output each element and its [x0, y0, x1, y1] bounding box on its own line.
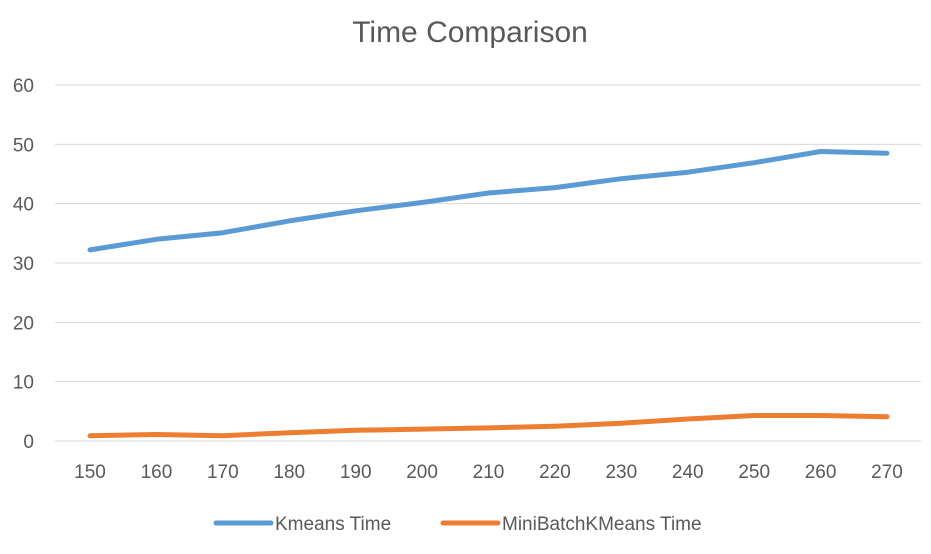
- series-lines: [87, 149, 890, 439]
- x-tick-label: 160: [141, 462, 173, 483]
- x-tick-label: 250: [738, 462, 770, 483]
- x-tick-label: 260: [805, 462, 837, 483]
- x-tick-label: 190: [340, 462, 372, 483]
- x-tick-label: 210: [473, 462, 505, 483]
- x-tick-label: 150: [74, 462, 106, 483]
- y-tick-label: 20: [13, 313, 34, 334]
- legend-label: Kmeans Time: [275, 514, 391, 535]
- y-axis-tick-labels: 0 10 20 30 40 50 60: [13, 76, 34, 453]
- x-tick-label: 230: [605, 462, 637, 483]
- legend-label: MiniBatchKMeans Time: [502, 514, 702, 535]
- gridlines: [55, 84, 921, 442]
- x-tick-label: 270: [871, 462, 903, 483]
- x-axis-tick-labels: 150 160 170 180 190 200 210 220 230 240 250 260 270: [74, 462, 903, 483]
- series-line-minibatchkmeans-time: [87, 413, 890, 439]
- x-tick-label: 220: [539, 462, 571, 483]
- x-tick-label: 170: [207, 462, 239, 483]
- legend: Kmeans Time MiniBatchKMeans Time: [213, 514, 702, 535]
- x-tick-label: 200: [406, 462, 438, 483]
- x-tick-label: 180: [273, 462, 305, 483]
- y-tick-label: 60: [13, 76, 34, 97]
- series-line-kmeans-time: [87, 149, 890, 253]
- y-tick-label: 10: [13, 373, 34, 394]
- y-tick-label: 40: [13, 195, 34, 216]
- y-tick-label: 30: [13, 254, 34, 275]
- chart-title: Time Comparison: [352, 16, 588, 49]
- x-tick-label: 240: [672, 462, 704, 483]
- y-tick-label: 0: [23, 432, 34, 453]
- y-tick-label: 50: [13, 135, 34, 156]
